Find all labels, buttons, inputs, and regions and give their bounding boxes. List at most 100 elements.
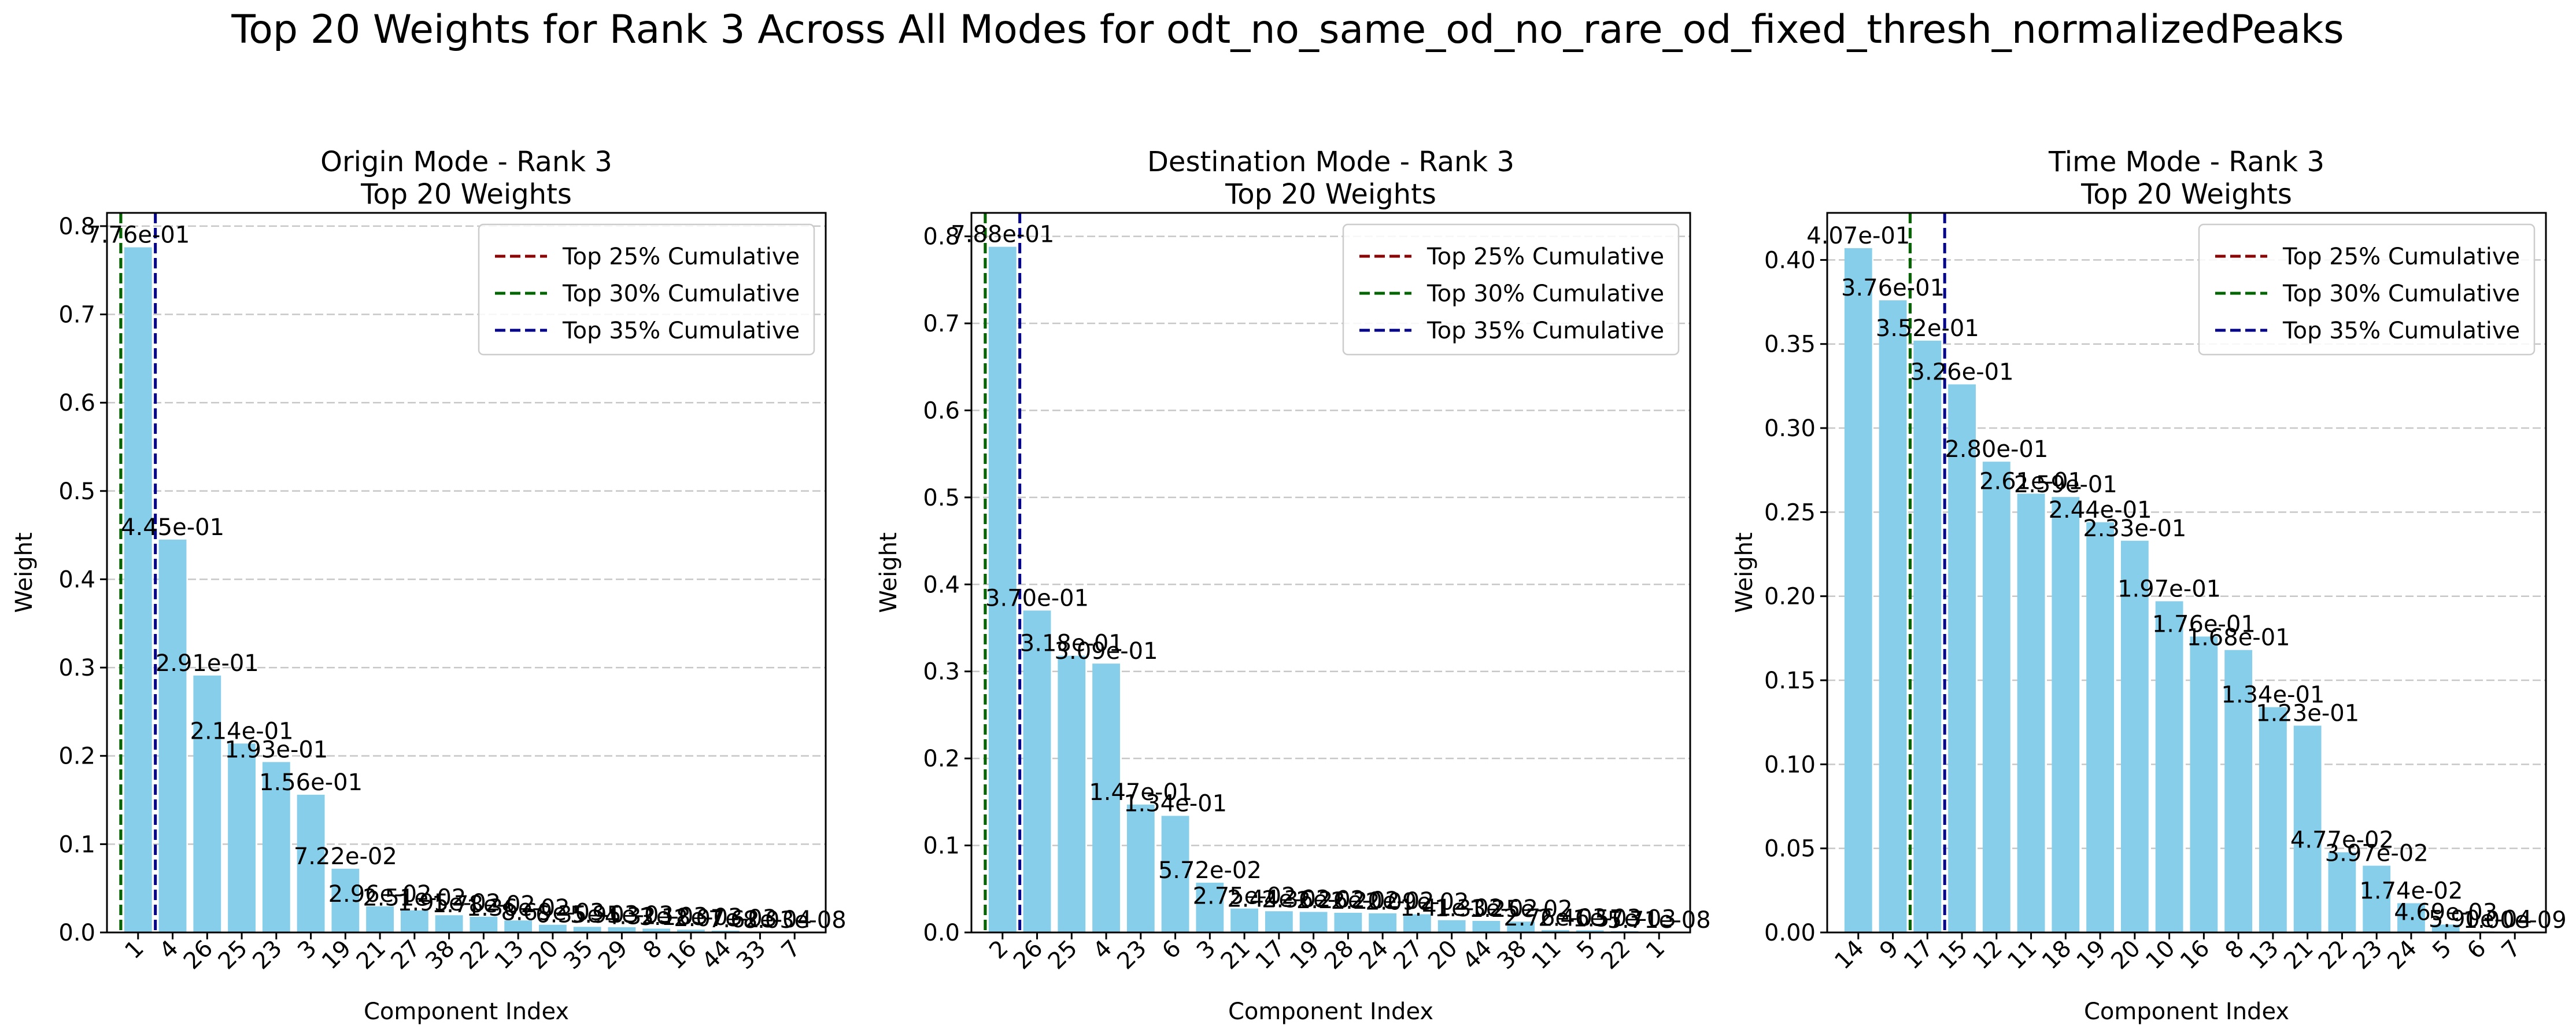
bar [988,246,1017,933]
x-tick-label: 27 [1388,935,1428,975]
x-tick-label: 19 [1285,935,1325,975]
data-label: 2.26e-02 [1296,887,1400,914]
x-tick-label: 4 [1088,935,1118,965]
legend: Top 25% Cumulative Top 30% Cumulative Top … [1342,223,1680,356]
data-label: 1.25e-02 [1469,896,1573,923]
x-tick-label: 1 [1641,935,1670,965]
bar [2259,707,2287,932]
y-axis-label: Weight [875,532,902,613]
x-tick-label: 16 [662,935,702,975]
bar [1982,462,2010,932]
bar [711,930,740,932]
data-label: 2.14e-01 [190,718,294,744]
x-tick-label: 25 [213,935,253,975]
bar [262,762,290,932]
chart-subtitle: Top 20 Weights [360,178,572,211]
x-tick-label: 11 [1527,935,1566,975]
y-tick-label: 0.4 [58,566,95,593]
x-tick-label: 20 [524,935,564,975]
x-tick-label: 11 [2002,935,2042,975]
x-tick-label: 13 [490,935,530,975]
bar [1879,300,1907,933]
bar [1230,908,1259,932]
x-tick-label: 12 [1968,935,2008,975]
y-tick-label: 0.00 [1764,920,1816,946]
x-axis-label: Component Index [2084,998,2289,1025]
x-tick-label: 3 [1192,935,1221,965]
data-label: 2.75e-02 [1193,883,1296,910]
y-tick-label: 0.6 [58,390,95,416]
data-label: 1.57e-03 [1573,906,1676,932]
data-label: 2.09e-02 [1365,889,1469,916]
bar [435,915,463,932]
bar [1299,912,1328,932]
bar [297,794,325,932]
x-tick-label: 6 [1157,935,1187,965]
x-tick-label: 33 [731,935,771,975]
data-label: 8.03e-08 [743,907,847,934]
data-label: 1.56e-01 [259,769,363,796]
legend-box [2198,223,2536,356]
legend-label: Top 25% Cumulative [1426,244,1664,270]
x-tick-label: 13 [2244,935,2284,975]
data-label: 2.36e-02 [1262,887,1365,913]
data-label: 5.72e-02 [1158,857,1262,884]
y-tick-label: 0.20 [1764,584,1816,610]
y-tick-label: 0.3 [923,659,960,685]
x-tick-label: 22 [1596,935,1636,975]
data-label: 3.09e-01 [1055,638,1158,665]
x-tick-label: 7 [777,935,806,965]
x-tick-label: 1 [120,935,149,965]
x-tick-label: 28 [1320,935,1359,975]
bar [2397,903,2425,932]
y-tick-label: 0.8 [58,213,95,240]
legend-label: Top 30% Cumulative [562,281,800,307]
chart-title: Time Mode - Rank 3 [2048,146,2324,178]
x-tick-label: 14 [1830,935,1869,975]
x-tick-label: 20 [1423,935,1463,975]
data-label: 3.70e-01 [985,585,1089,611]
y-tick-label: 0.1 [923,833,960,860]
data-label: 3.97e-02 [2325,840,2429,867]
y-tick-label: 0.0 [923,920,960,946]
y-tick-label: 0.25 [1764,499,1816,526]
data-label: 1.23e-01 [2256,700,2359,727]
bar [2155,601,2183,932]
data-label: 6.35e-03 [535,901,639,928]
bar [1161,816,1189,932]
bar [2363,865,2391,932]
data-label: 1.47e-01 [1089,779,1192,806]
bar [1334,913,1362,932]
data-label: 7.88e-01 [951,222,1054,248]
legend-box [1342,223,1680,356]
data-label: 2.44e-02 [1227,886,1330,912]
legend: Top 25% Cumulative Top 30% Cumulative Top … [478,223,815,356]
bar [1507,921,1535,932]
bar [1437,920,1466,932]
bar [2224,650,2253,932]
bar [1126,804,1155,932]
x-tick-label: 5 [2427,935,2457,965]
data-label: 1.33e-02 [1435,895,1538,922]
x-tick-label: 38 [1492,935,1532,975]
y-tick-label: 0.6 [923,397,960,424]
x-tick-label: 16 [2175,935,2215,975]
x-tick-label: 8 [638,935,668,965]
y-tick-label: 0.05 [1764,836,1816,862]
legend-label: Top 35% Cumulative [562,318,800,344]
x-tick-label: 10 [2141,935,2180,975]
charts-group: 7.76e-014.45e-012.91e-012.14e-011.93e-01… [11,146,2567,1025]
x-tick-label: 4 [154,935,184,965]
data-label: 3.18e-03 [639,904,742,931]
data-label: 1.34e-01 [1123,790,1227,817]
x-tick-label: 3 [293,935,322,965]
x-tick-label: 22 [455,935,495,975]
bar [1576,930,1604,932]
data-label: 4.69e-03 [2394,899,2497,926]
bar [124,247,152,933]
y-tick-label: 0.1 [58,831,95,858]
data-label: 2.96e-02 [328,881,432,908]
data-label: 3.76e-01 [1841,275,1945,301]
chart-panel-1: 7.76e-014.45e-012.91e-012.14e-011.93e-01… [11,146,847,1025]
y-tick-label: 0.7 [58,302,95,329]
